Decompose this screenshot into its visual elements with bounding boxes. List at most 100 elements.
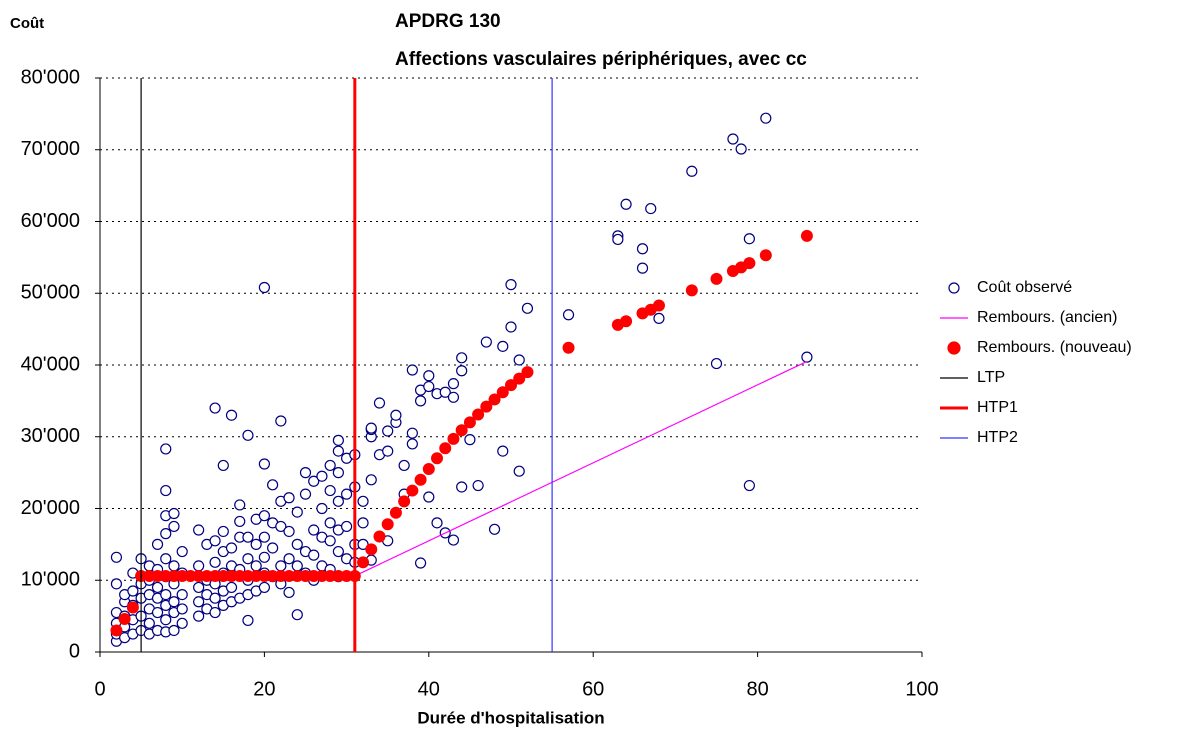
- point: [167, 569, 180, 582]
- point: [209, 556, 221, 568]
- point: [488, 393, 501, 406]
- point: [456, 352, 468, 364]
- point: [735, 143, 747, 155]
- point: [151, 606, 164, 619]
- y-tick-label: 50'000: [21, 282, 80, 304]
- point: [242, 531, 254, 543]
- point: [423, 380, 435, 393]
- point: [423, 491, 435, 503]
- point: [160, 443, 172, 455]
- point: [324, 569, 337, 582]
- point: [234, 515, 246, 528]
- point: [110, 578, 123, 590]
- point: [234, 499, 246, 511]
- point: [505, 321, 517, 333]
- point: [291, 506, 303, 518]
- point: [406, 484, 419, 497]
- point: [275, 520, 287, 533]
- point: [447, 391, 460, 403]
- point: [258, 569, 271, 582]
- point: [168, 507, 180, 520]
- point: [193, 596, 205, 608]
- point: [250, 569, 263, 582]
- point: [176, 603, 188, 615]
- y-tick-label: 20'000: [21, 497, 80, 519]
- point: [200, 569, 213, 582]
- point: [743, 479, 755, 492]
- x-tick-label: 0: [94, 678, 105, 700]
- point: [308, 475, 320, 487]
- legend-label: Rembours. (nouveau): [977, 339, 1132, 356]
- point: [258, 551, 270, 563]
- point: [209, 606, 221, 619]
- point: [225, 581, 238, 594]
- point: [159, 569, 172, 582]
- point: [505, 379, 517, 392]
- point: [110, 624, 123, 637]
- point: [209, 592, 221, 604]
- point: [267, 542, 279, 554]
- point: [472, 408, 485, 421]
- point: [283, 525, 295, 538]
- point: [406, 427, 418, 439]
- point: [324, 459, 336, 472]
- point: [653, 312, 665, 324]
- point: [217, 569, 230, 582]
- point: [151, 538, 164, 550]
- point: [299, 488, 312, 500]
- point: [110, 551, 123, 563]
- point: [800, 229, 813, 242]
- point: [521, 302, 534, 314]
- point: [439, 442, 452, 455]
- point: [126, 601, 139, 614]
- point: [143, 617, 155, 629]
- point: [382, 445, 394, 457]
- point: [316, 502, 328, 515]
- point: [341, 520, 353, 533]
- point: [324, 484, 336, 497]
- point: [710, 272, 723, 285]
- point: [176, 588, 188, 601]
- point: [513, 372, 526, 385]
- legend-swatch: [948, 282, 960, 294]
- point: [686, 165, 698, 177]
- point: [160, 553, 172, 565]
- point: [685, 284, 698, 297]
- point: [373, 397, 386, 409]
- point: [382, 425, 394, 437]
- point: [193, 610, 205, 622]
- point: [225, 409, 238, 421]
- point: [160, 484, 172, 497]
- point: [620, 315, 633, 328]
- point: [464, 434, 476, 446]
- point: [299, 467, 312, 479]
- y-tick-label: 80'000: [21, 66, 80, 88]
- chart-title: APDRG 130: [395, 11, 501, 32]
- point: [496, 386, 509, 399]
- point: [357, 517, 369, 529]
- point: [176, 617, 188, 629]
- point: [472, 479, 484, 492]
- x-tick-label: 100: [905, 678, 938, 700]
- point: [151, 581, 164, 594]
- point: [307, 569, 320, 582]
- x-tick-label: 60: [582, 678, 604, 700]
- point: [562, 309, 575, 321]
- legend-label: LTP: [977, 369, 1005, 386]
- point: [620, 198, 632, 210]
- series-line: [354, 360, 808, 577]
- point: [480, 336, 492, 348]
- point: [275, 560, 287, 572]
- point: [456, 365, 468, 377]
- point: [242, 614, 254, 627]
- point: [267, 479, 279, 491]
- point: [340, 569, 353, 582]
- point: [497, 445, 509, 457]
- point: [160, 614, 172, 626]
- point: [241, 569, 254, 582]
- y-tick-label: 0: [69, 640, 80, 662]
- point: [431, 517, 443, 529]
- point: [275, 415, 287, 427]
- point: [184, 569, 197, 582]
